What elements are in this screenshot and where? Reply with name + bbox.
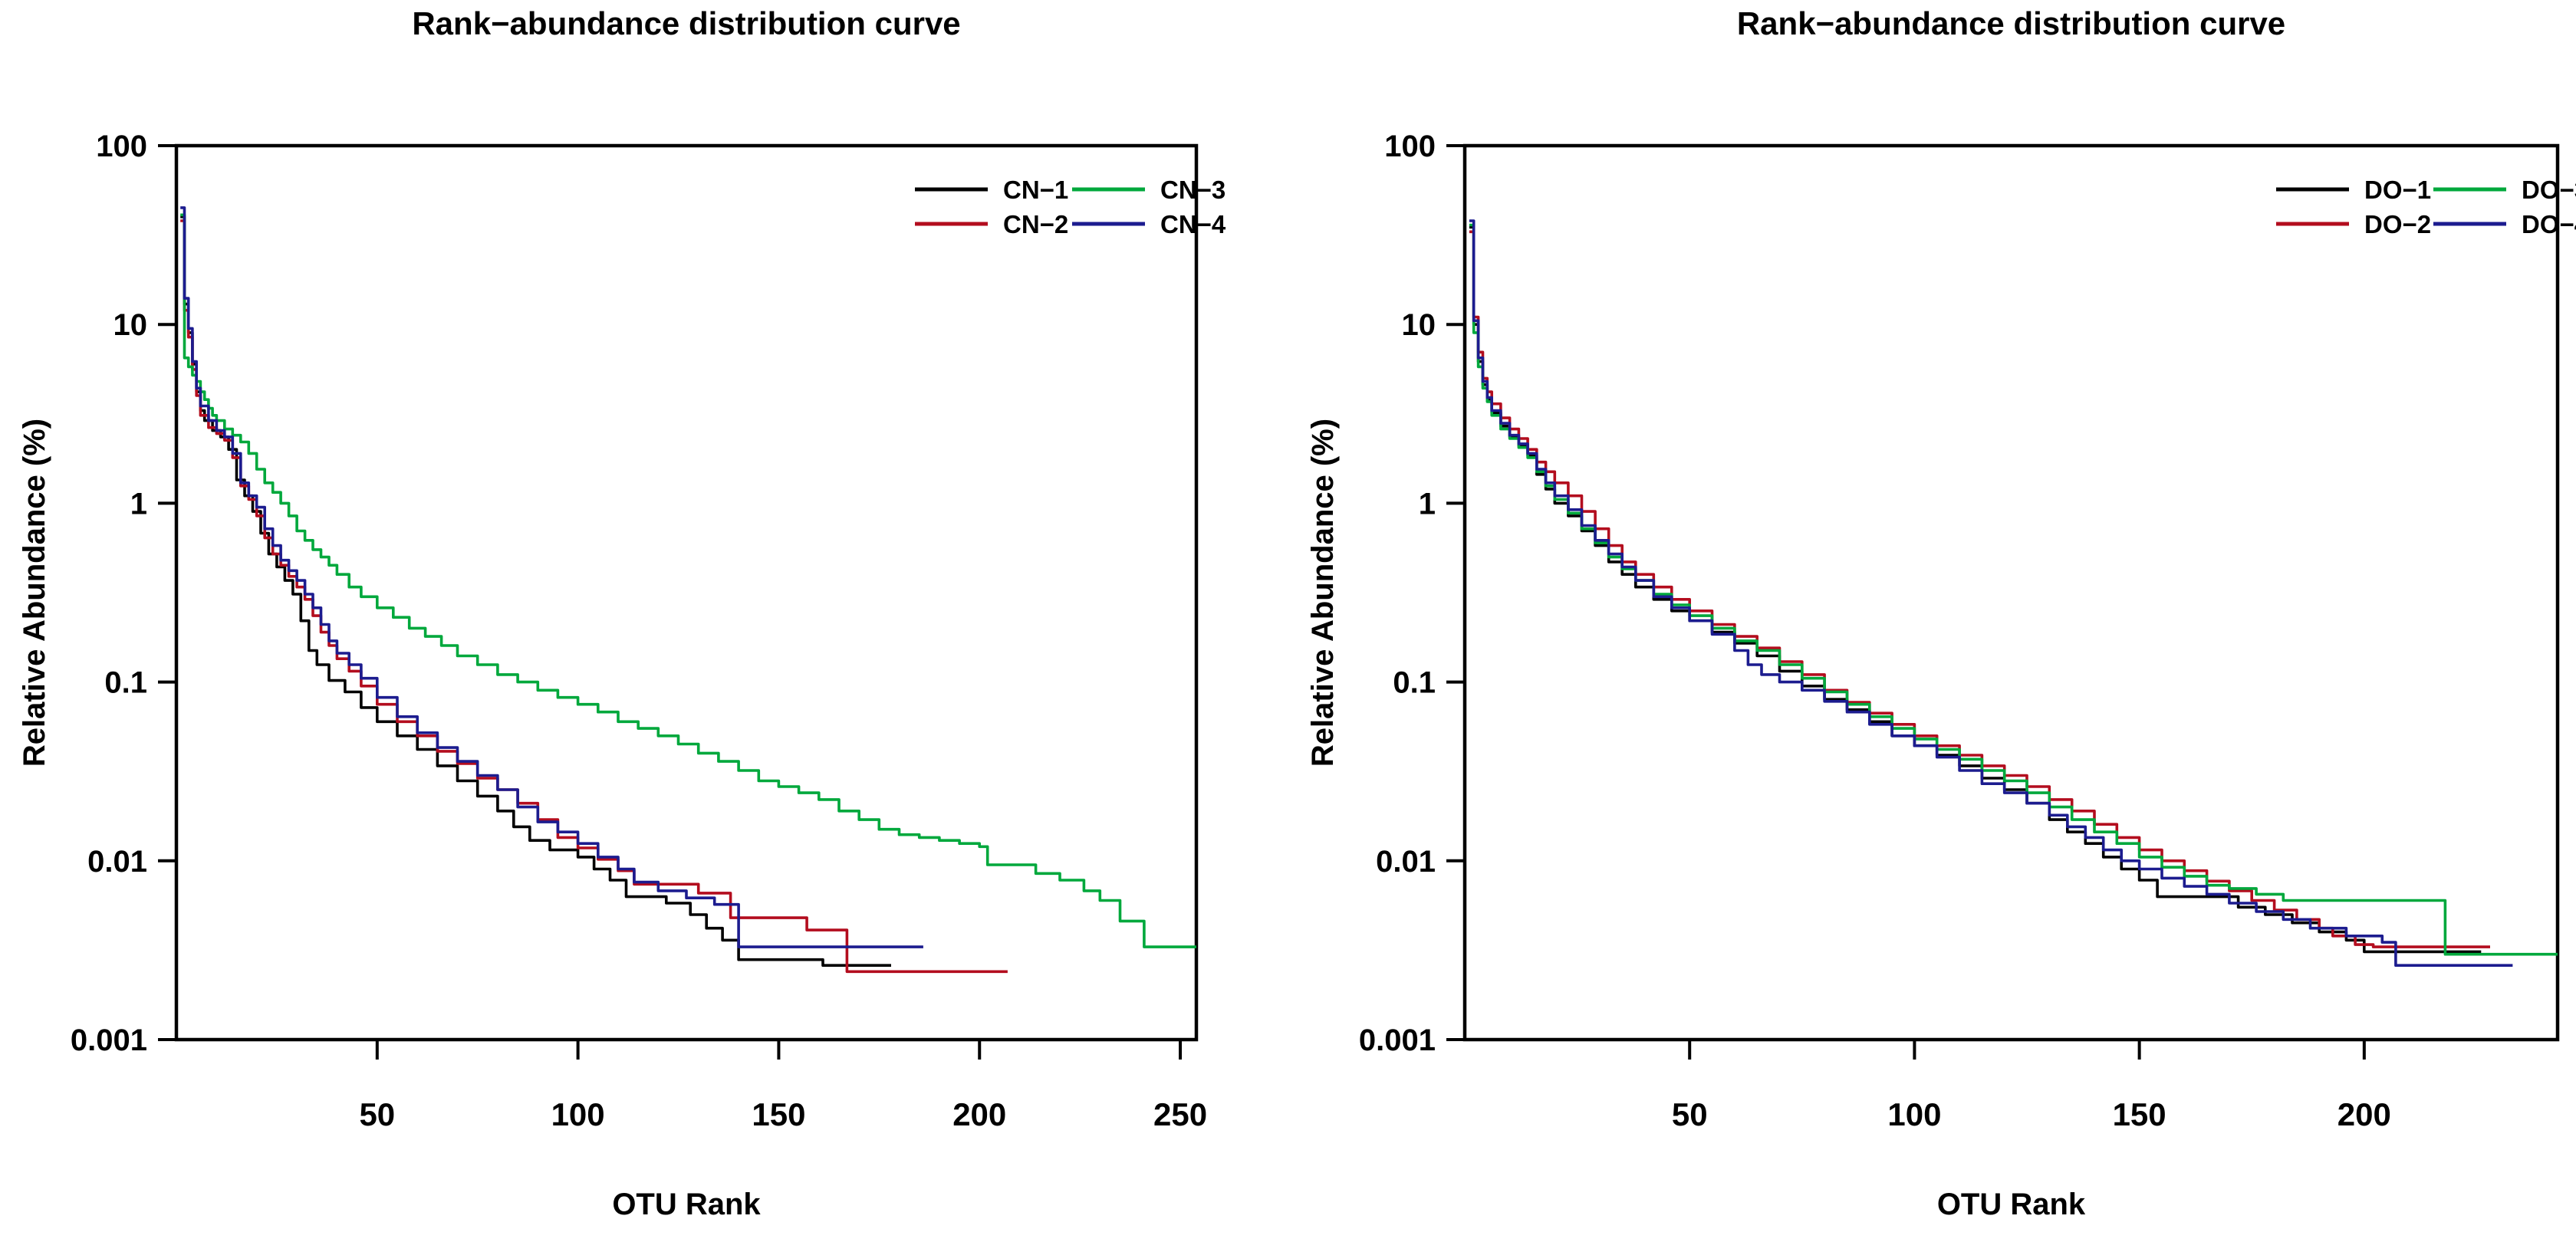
y-tick-label: 100	[1384, 130, 1436, 163]
legend-entry: DO−1	[2276, 176, 2431, 204]
legend-entry: CN−3	[1072, 176, 1225, 204]
legend-entry: DO−3	[2433, 176, 2576, 204]
series-line-CN-3	[180, 213, 1196, 948]
y-tick-label: 0.1	[104, 666, 147, 700]
legend-label: CN−2	[1003, 210, 1068, 238]
x-tick-label: 150	[752, 1096, 805, 1132]
y-axis-label: Relative Abundance (%)	[18, 419, 51, 767]
legend: CN−1 CN−2 CN−3 CN−4	[915, 176, 1226, 238]
x-axis-label: OTU Rank	[1937, 1188, 2086, 1221]
y-tick-label: 0.01	[1376, 845, 1436, 879]
y-tick-label: 1	[130, 487, 147, 521]
right-chart-panel: Rank−abundance distribution curve1001010…	[1306, 5, 2576, 1221]
legend-label: DO−4	[2522, 210, 2576, 238]
legend-entry: DO−4	[2433, 210, 2576, 238]
chart-title: Rank−abundance distribution curve	[412, 5, 960, 41]
x-tick-label: 200	[952, 1096, 1006, 1132]
legend-label: DO−3	[2522, 176, 2576, 204]
legend-entry: CN−1	[915, 176, 1068, 204]
series-line-DO-1	[1469, 225, 2482, 954]
y-axis-label: Relative Abundance (%)	[1306, 419, 1340, 767]
x-tick-label: 50	[359, 1096, 395, 1132]
legend-entry: CN−4	[1072, 210, 1226, 238]
legend-label: CN−4	[1160, 210, 1226, 238]
left-chart-panel: Rank−abundance distribution curve1001010…	[18, 5, 1226, 1221]
legend-label: CN−1	[1003, 176, 1068, 204]
x-tick-label: 50	[1672, 1096, 1708, 1132]
y-tick-label: 10	[114, 308, 148, 342]
plot-box	[174, 143, 1199, 1042]
legend-label: DO−2	[2364, 210, 2431, 238]
x-tick-label: 200	[2337, 1096, 2391, 1132]
series-line-DO-2	[1469, 230, 2490, 948]
x-tick-label: 100	[1887, 1096, 1941, 1132]
legend-entry: DO−2	[2276, 210, 2431, 238]
chart-title: Rank−abundance distribution curve	[1737, 5, 2285, 41]
y-tick-label: 0.001	[71, 1024, 147, 1057]
plot-box	[1462, 143, 2560, 1042]
series-line-DO-3	[1469, 223, 2558, 956]
series-line-CN-4	[180, 206, 923, 948]
y-tick-label: 0.1	[1393, 666, 1436, 700]
y-tick-label: 10	[1402, 308, 1436, 342]
y-tick-label: 100	[96, 130, 147, 163]
legend-entry: CN−2	[915, 210, 1068, 238]
x-axis-label: OTU Rank	[612, 1188, 761, 1221]
y-tick-label: 0.001	[1359, 1024, 1436, 1057]
legend-label: CN−3	[1160, 176, 1225, 204]
x-tick-label: 100	[551, 1096, 605, 1132]
legend-label: DO−1	[2364, 176, 2431, 204]
series-line-DO-4	[1469, 219, 2513, 967]
legend: DO−1 DO−2 DO−3 DO−4	[2276, 176, 2576, 238]
x-tick-label: 250	[1153, 1096, 1207, 1132]
x-tick-label: 150	[2113, 1096, 2166, 1132]
y-tick-label: 1	[1419, 487, 1436, 521]
series-line-CN-1	[180, 215, 891, 967]
y-tick-label: 0.01	[87, 845, 147, 879]
